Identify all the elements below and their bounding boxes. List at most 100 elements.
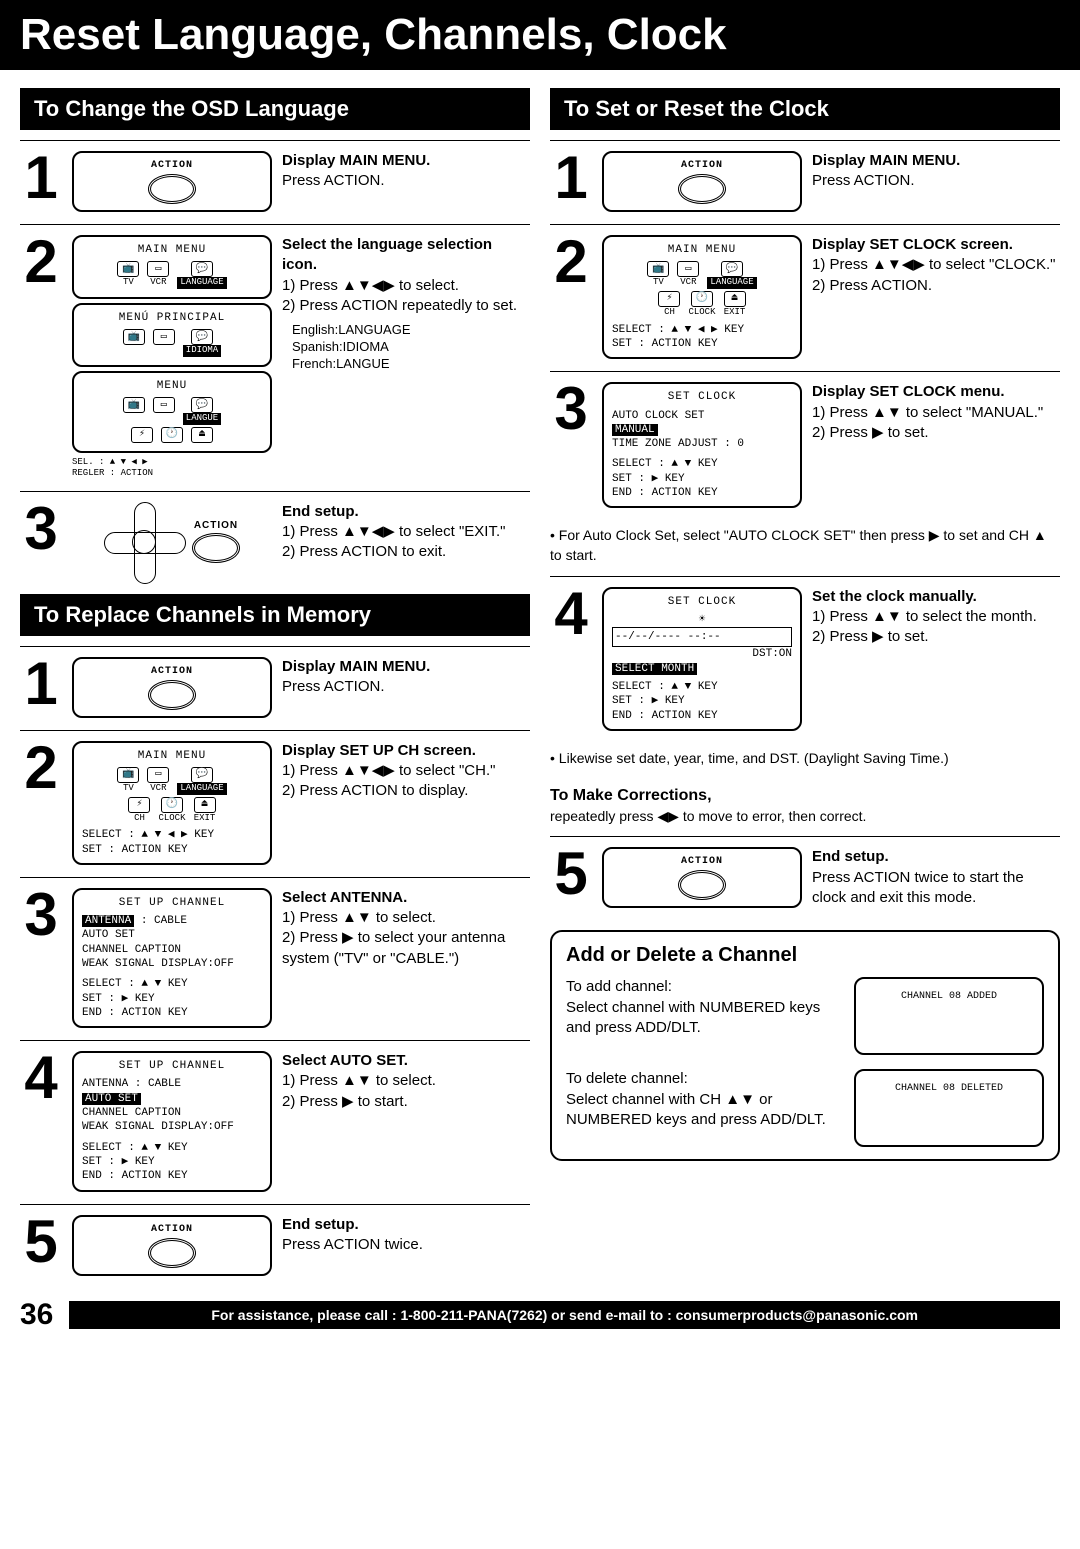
osd-step-2: 2 MAIN MENU 📺TV ▭VCR 💬LANGUAGE MENÚ PRIN…	[20, 224, 530, 491]
osd-step-3: 3 ACTION End setup. 1) Press ▲▼◀▶ to sel…	[20, 491, 530, 594]
step-title: End setup.	[812, 848, 889, 865]
step-body: Press ACTION twice to start the clock an…	[812, 869, 1024, 906]
action-label: ACTION	[151, 1223, 193, 1236]
language-menu-stack: MAIN MENU 📺TV ▭VCR 💬LANGUAGE MENÚ PRINCI…	[72, 235, 272, 479]
step-number: 5	[550, 847, 592, 901]
step-number: 1	[20, 657, 62, 711]
right-column: To Set or Reset the Clock 1 ACTION Displ…	[550, 88, 1060, 1288]
action-button-graphic: ACTION	[72, 151, 272, 212]
hint-line: SELECT : ▲ ▼ KEY	[612, 457, 792, 471]
language-icon: LANGUAGE	[177, 783, 226, 795]
corrections-subhead: To Make Corrections,	[550, 787, 712, 804]
action-label: ACTION	[681, 159, 723, 172]
action-button-graphic: ACTION	[602, 151, 802, 212]
step-body: Press ACTION.	[282, 678, 385, 695]
hint-line: SELECT : ▲ ▼ KEY	[612, 680, 792, 694]
page-title: Reset Language, Channels, Clock	[0, 0, 1080, 70]
step-body: 1) Press ▲▼◀▶ to select. 2) Press ACTION…	[282, 277, 517, 314]
section-header-replace-channels: To Replace Channels in Memory	[20, 594, 530, 636]
step-number: 2	[20, 235, 62, 289]
auto-clock-line: AUTO CLOCK SET	[612, 409, 792, 423]
clock-icon: CLOCK	[688, 307, 715, 319]
tz-line: TIME ZONE ADJUST : 0	[612, 437, 792, 451]
hint-line: SET : ▶ KEY	[82, 992, 262, 1006]
remote-cross-icon	[104, 502, 184, 582]
set-clock-manual-screen: SET CLOCK ☀ --/--/---- --:-- DST:ON SELE…	[602, 587, 802, 731]
action-label: ACTION	[194, 520, 238, 531]
clock-step-4-note: Likewise set date, year, time, and DST. …	[550, 743, 1060, 779]
main-menu-screen: MAIN MENU 📺TV ▭VCR 💬LANGUAGE ⚡CH 🕐CLOCK …	[72, 741, 272, 865]
weak-line: WEAK SIGNAL DISPLAY:OFF	[82, 957, 262, 971]
ch-step-1: 1 ACTION Display MAIN MENU. Press ACTION…	[20, 646, 530, 730]
dst-line: DST:ON	[612, 647, 792, 661]
antenna-line: ANTENNA	[82, 915, 134, 927]
hint-line: SELECT : ▲ ▼ ◀ ▶ KEY	[82, 828, 262, 842]
setup-channel-screen: SET UP CHANNEL ANTENNA : CABLE AUTO SET …	[72, 888, 272, 1028]
step-title: Set the clock manually.	[812, 588, 977, 605]
action-oval-icon	[678, 870, 726, 900]
step-title: Display SET CLOCK screen.	[812, 236, 1013, 253]
step-number: 2	[20, 741, 62, 795]
ch-icon: CH	[134, 813, 145, 825]
footer-assistance: For assistance, please call : 1-800-211-…	[69, 1301, 1060, 1329]
step-title: Display SET CLOCK menu.	[812, 383, 1005, 400]
step-body: 1) Press ▲▼ to select. 2) Press ▶ to sel…	[282, 909, 505, 967]
autoset-line: AUTO SET	[82, 1093, 141, 1105]
hint-line: SET : ▶ KEY	[612, 472, 792, 486]
channel-added-screen: CHANNEL 08 ADDED	[854, 977, 1044, 1055]
step-number: 1	[550, 151, 592, 205]
clock-step-1: 1 ACTION Display MAIN MENU. Press ACTION…	[550, 140, 1060, 224]
select-month-line: SELECT MONTH	[612, 663, 697, 675]
corrections-body: repeatedly press ◀▶ to move to error, th…	[550, 808, 866, 824]
osd-step-1: 1 ACTION Display MAIN MENU. Press ACTION…	[20, 140, 530, 224]
tv-icon: TV	[123, 783, 134, 795]
hint-line: SET : ▶ KEY	[612, 694, 792, 708]
language-list: English:LANGUAGE Spanish:IDIOMA French:L…	[292, 322, 530, 373]
step-body: 1) Press ▲▼◀▶ to select "CLOCK." 2) Pres…	[812, 256, 1055, 293]
action-oval-icon	[192, 533, 240, 563]
language-icon: LANGUAGE	[707, 277, 756, 289]
hint-line: SET : ACTION KEY	[612, 337, 792, 351]
action-button-graphic: ACTION	[602, 847, 802, 908]
ch-step-5: 5 ACTION End setup. Press ACTION twice.	[20, 1204, 530, 1288]
hint-line: SELECT : ▲ ▼ ◀ ▶ KEY	[612, 323, 792, 337]
delete-channel-text: To delete channel: Select channel with C…	[566, 1069, 840, 1130]
action-button-graphic: ACTION	[72, 657, 272, 718]
left-column: To Change the OSD Language 1 ACTION Disp…	[20, 88, 530, 1288]
hint-line: SEL. : ▲ ▼ ◀ ▶	[72, 457, 272, 468]
caption-line: CHANNEL CAPTION	[82, 1106, 262, 1120]
ch-step-2: 2 MAIN MENU 📺TV ▭VCR 💬LANGUAGE ⚡CH 🕐CLOC…	[20, 730, 530, 877]
step-title: Display SET UP CH screen.	[282, 742, 476, 759]
clock-icon: CLOCK	[158, 813, 185, 825]
page-number: 36	[20, 1298, 53, 1332]
hint-line: REGLER : ACTION	[72, 468, 272, 479]
vcr-icon: VCR	[680, 277, 696, 289]
manual-line: MANUAL	[612, 424, 658, 436]
action-oval-icon	[148, 174, 196, 204]
step-number: 1	[20, 151, 62, 205]
tv-icon: TV	[123, 277, 134, 289]
add-delete-title: Add or Delete a Channel	[566, 944, 1044, 967]
step-number: 3	[550, 382, 592, 436]
language-icon: LANGUAGE	[177, 277, 226, 289]
hint-line: END : ACTION KEY	[612, 486, 792, 500]
hint-line: SET : ACTION KEY	[82, 843, 262, 857]
step-number: 4	[20, 1051, 62, 1105]
tv-icon: TV	[653, 277, 664, 289]
menu-title: MENU	[82, 379, 262, 393]
clock-step-5: 5 ACTION End setup. Press ACTION twice t…	[550, 836, 1060, 920]
step-title: Display MAIN MENU.	[282, 658, 430, 675]
step-body: 1) Press ▲▼ to select "MANUAL." 2) Press…	[812, 404, 1043, 441]
action-label: ACTION	[151, 665, 193, 678]
step-body: Press ACTION twice.	[282, 1236, 423, 1253]
set-clock-screen: SET CLOCK AUTO CLOCK SET MANUAL TIME ZON…	[602, 382, 802, 508]
date-line: --/--/---- --:--	[615, 631, 721, 643]
step-title: Select ANTENNA.	[282, 889, 407, 906]
step-title: Select the language selection icon.	[282, 236, 492, 273]
caption-line: CHANNEL CAPTION	[82, 943, 262, 957]
clock-step-3: 3 SET CLOCK AUTO CLOCK SET MANUAL TIME Z…	[550, 371, 1060, 520]
add-channel-text: To add channel: Select channel with NUMB…	[566, 977, 840, 1038]
menu-title: MAIN MENU	[82, 243, 262, 257]
clock-step-2: 2 MAIN MENU 📺TV ▭VCR 💬LANGUAGE ⚡CH 🕐CLOC…	[550, 224, 1060, 371]
action-oval-icon	[678, 174, 726, 204]
